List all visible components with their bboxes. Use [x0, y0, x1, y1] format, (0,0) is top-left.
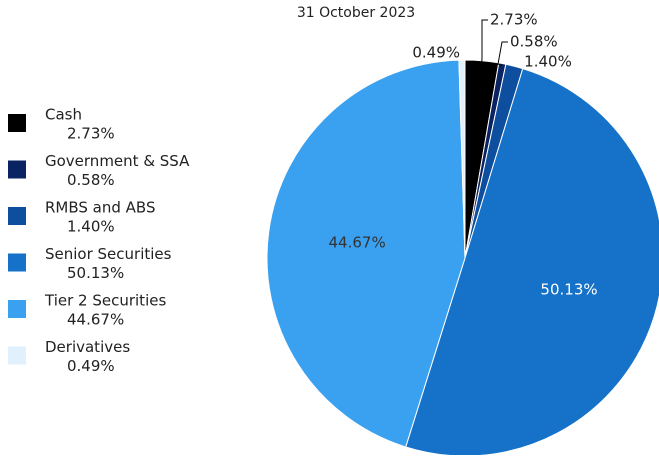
pie-slice	[458, 59, 466, 259]
legend-value: 50.13%	[67, 264, 124, 282]
legend-value: 44.67%	[67, 311, 124, 329]
legend-label: Cash	[45, 106, 82, 124]
leader-line	[497, 41, 508, 66]
legend-value: 0.58%	[67, 171, 115, 189]
legend-label: Derivatives	[45, 338, 130, 356]
legend-value: 1.40%	[67, 218, 115, 236]
legend-swatch	[8, 300, 26, 318]
data-label: 0.58%	[510, 33, 558, 51]
leader-line	[481, 19, 488, 63]
legend-label: Senior Securities	[45, 245, 172, 263]
data-label: 50.13%	[540, 281, 597, 299]
data-label: 2.73%	[490, 11, 538, 29]
legend-swatch	[8, 160, 26, 179]
legend-value: 0.49%	[67, 357, 115, 375]
legend-swatch	[8, 114, 26, 132]
legend-label: Tier 2 Securities	[44, 292, 166, 310]
legend-value: 2.73%	[67, 125, 115, 143]
legend-label: RMBS and ABS	[45, 199, 155, 217]
legend-swatch	[8, 346, 26, 365]
legend-swatch	[8, 253, 26, 272]
data-label: 1.40%	[524, 53, 572, 71]
data-label: 0.49%	[412, 44, 460, 62]
legend-label: Government & SSA	[45, 152, 190, 170]
legend-swatch	[8, 207, 26, 225]
pie-slice	[405, 67, 659, 457]
data-label: 44.67%	[329, 234, 386, 252]
pie-slice	[266, 59, 466, 448]
chart-subtitle: 31 October 2023	[297, 5, 415, 21]
